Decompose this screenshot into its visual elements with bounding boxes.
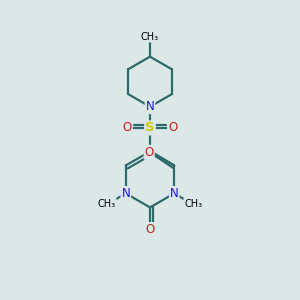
Text: CH₃: CH₃ [141, 32, 159, 42]
Text: N: N [122, 187, 130, 200]
Text: CH₃: CH₃ [184, 199, 202, 209]
Text: O: O [146, 223, 154, 236]
Text: CH₃: CH₃ [98, 199, 116, 209]
Text: N: N [146, 100, 154, 113]
Text: O: O [145, 146, 154, 159]
Text: N: N [170, 187, 178, 200]
Text: O: O [168, 122, 177, 134]
Text: O: O [123, 122, 132, 134]
Text: S: S [145, 122, 155, 134]
